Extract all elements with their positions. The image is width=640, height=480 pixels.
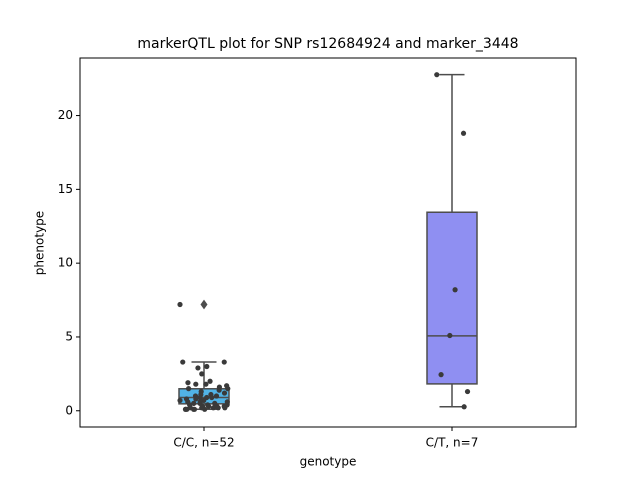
point [204, 363, 210, 370]
point [225, 386, 231, 392]
flier [200, 299, 208, 310]
point [203, 381, 209, 387]
point [222, 405, 228, 411]
point [199, 371, 205, 377]
point [461, 404, 467, 410]
plot-frame [79, 57, 577, 428]
point [207, 378, 213, 384]
point [221, 390, 228, 396]
point [209, 394, 215, 401]
point [460, 130, 467, 136]
x-tick-label: C/C, n=52 [173, 436, 234, 450]
point [180, 359, 186, 365]
point [213, 393, 220, 399]
x-tick-label: C/T, n=7 [426, 436, 479, 450]
point [195, 365, 201, 371]
point [191, 400, 197, 406]
box [178, 388, 230, 405]
point [177, 397, 183, 404]
box [426, 211, 478, 385]
y-tick-label: 10 [58, 256, 73, 270]
y-tick-label: 15 [58, 182, 73, 196]
point [210, 405, 216, 411]
point [452, 287, 458, 293]
point [193, 381, 199, 387]
point [216, 387, 222, 393]
point [182, 406, 189, 412]
point [215, 405, 221, 411]
point [202, 406, 208, 412]
point [191, 406, 198, 412]
point [185, 386, 192, 392]
y-axis-label: phenotype [33, 211, 47, 275]
point [177, 301, 183, 308]
point [193, 396, 199, 402]
point [185, 380, 191, 386]
point [197, 394, 203, 401]
y-tick-label: 20 [58, 108, 73, 122]
y-tick-label: 0 [65, 403, 73, 417]
point [206, 403, 212, 409]
point [447, 332, 453, 339]
y-tick-label: 5 [65, 329, 73, 343]
point [464, 388, 471, 395]
point [438, 372, 444, 378]
point [434, 72, 440, 78]
x-axis-label: genotype [300, 455, 357, 469]
chart-title: markerQTL plot for SNP rs12684924 and ma… [137, 36, 518, 52]
point [221, 359, 227, 365]
